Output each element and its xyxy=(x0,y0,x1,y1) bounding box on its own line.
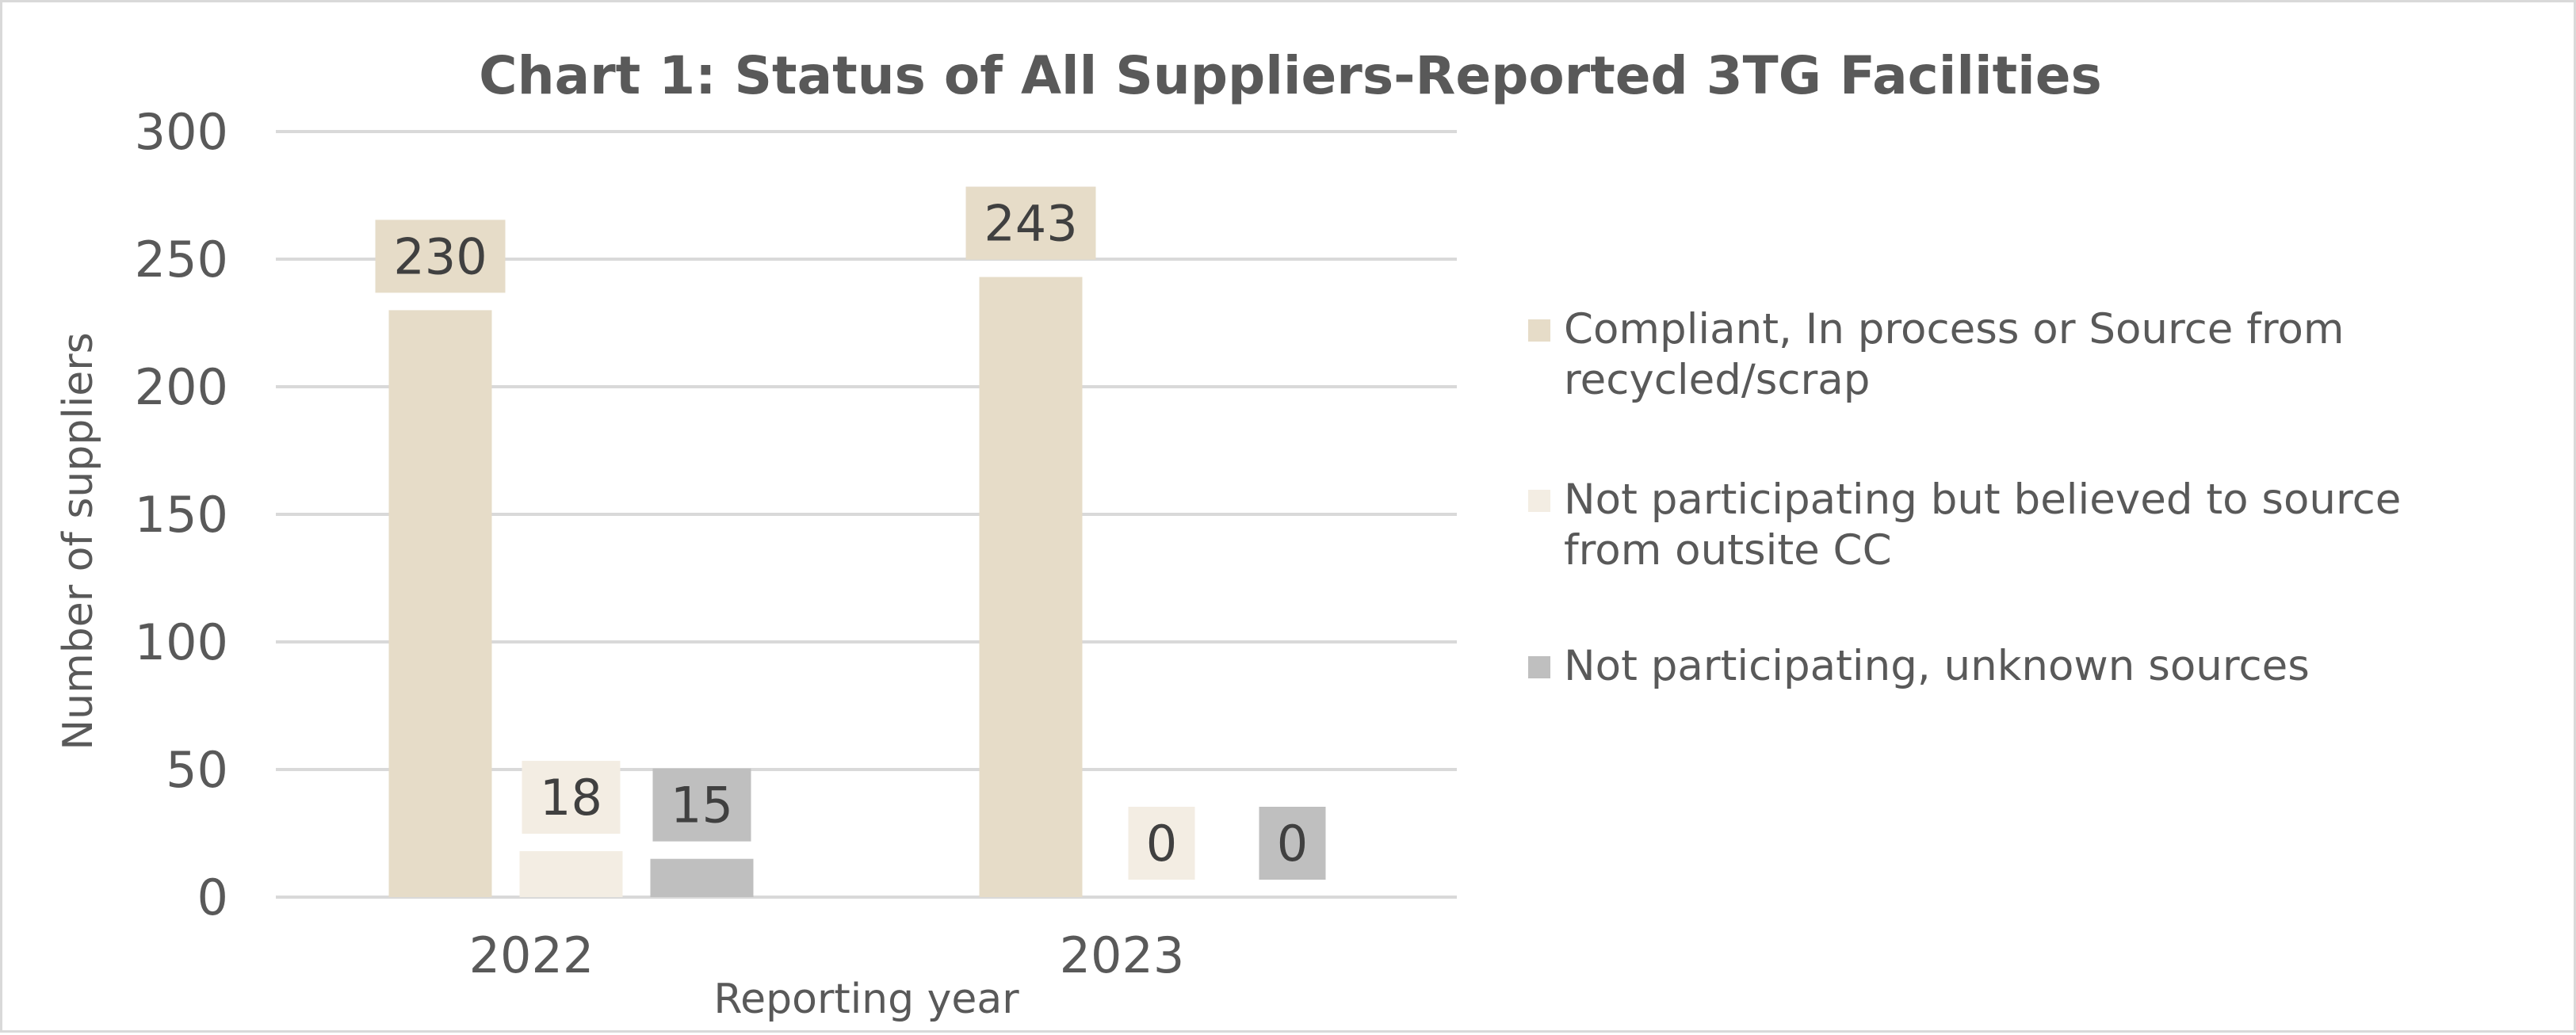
data-label-box xyxy=(652,768,751,842)
x-axis-ticks: 2022 2023 xyxy=(469,926,1185,984)
x-tick-label: 2022 xyxy=(469,926,594,984)
x-tick-label: 2023 xyxy=(1060,926,1185,984)
y-tick-label: 150 xyxy=(135,486,228,544)
data-label: 230 xyxy=(393,227,487,285)
data-label: 18 xyxy=(540,769,602,827)
data-label: 243 xyxy=(984,195,1077,253)
legend-label: Compliant, In process or Source from recy… xyxy=(1564,305,2345,404)
bar xyxy=(979,277,1083,897)
data-label-box xyxy=(375,220,506,293)
legend-swatch xyxy=(1528,490,1550,512)
data-label-box xyxy=(522,761,621,834)
legend-label: Not participating but believed to source… xyxy=(1564,475,2401,575)
y-axis-ticks: 0 50 100 150 200 250 300 xyxy=(135,103,228,926)
data-labels: 230 18 15 243 0 0 xyxy=(375,186,1326,880)
legend-swatch xyxy=(1528,656,1550,678)
y-axis-title: Number of suppliers xyxy=(55,332,102,750)
y-tick-label: 200 xyxy=(135,358,228,416)
data-label: 15 xyxy=(671,777,733,834)
data-label: 0 xyxy=(1146,815,1177,873)
bars xyxy=(388,277,1083,897)
data-label-box xyxy=(1128,807,1195,880)
legend: Compliant, In process or Source from recy… xyxy=(1528,305,2401,690)
x-axis-title: Reporting year xyxy=(713,976,1019,1023)
bar xyxy=(519,851,623,897)
y-tick-label: 0 xyxy=(197,869,228,926)
bar xyxy=(650,858,754,897)
y-tick-label: 300 xyxy=(135,103,228,161)
y-tick-label: 100 xyxy=(135,613,228,671)
legend-swatch xyxy=(1528,319,1550,342)
data-label-box xyxy=(1259,807,1326,880)
y-tick-label: 50 xyxy=(166,741,228,799)
data-label: 0 xyxy=(1277,815,1308,873)
data-label-box xyxy=(965,186,1096,260)
bar xyxy=(388,310,492,897)
chart-title: Chart 1: Status of All Suppliers-Reporte… xyxy=(479,45,2102,106)
legend-label: Not participating, unknown sources xyxy=(1564,642,2310,690)
y-tick-label: 250 xyxy=(135,231,228,288)
